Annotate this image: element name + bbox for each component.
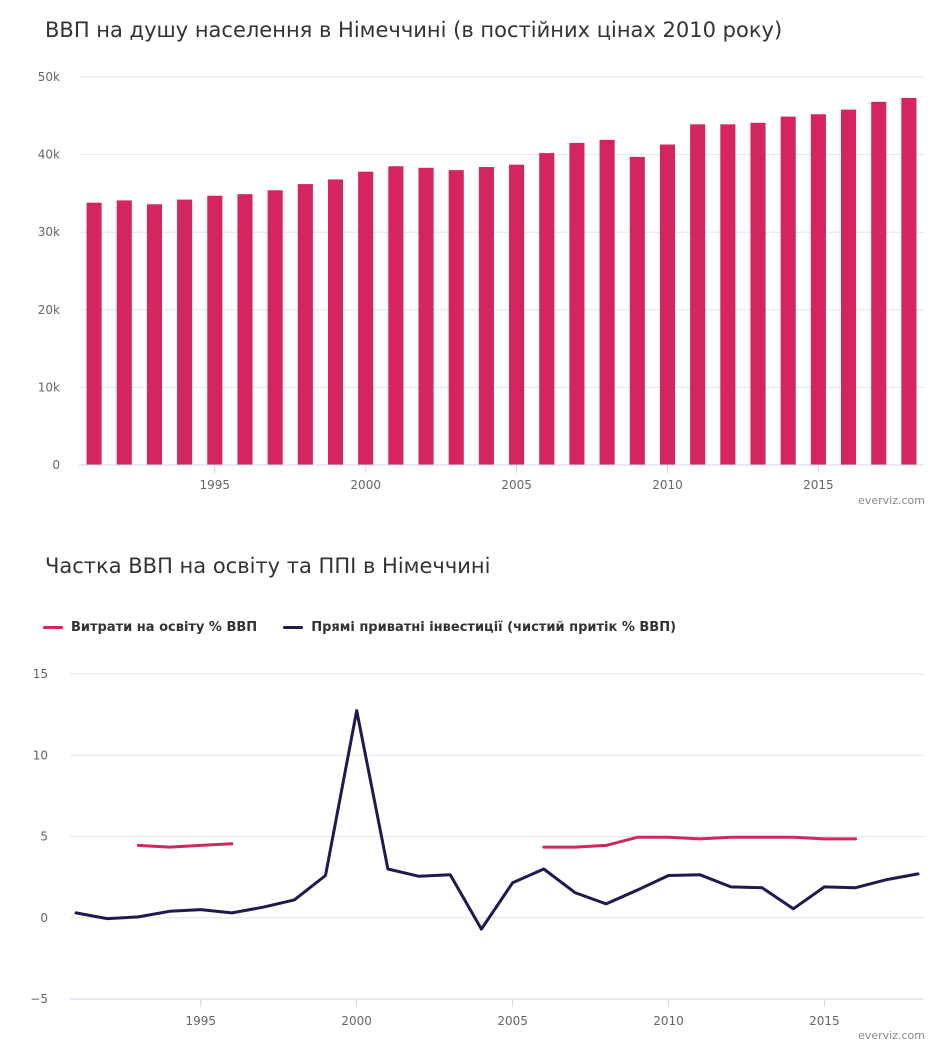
bar: [448, 170, 464, 465]
bar: [871, 101, 887, 465]
y-tick-label: 0: [52, 458, 60, 472]
y-tick-label: 10: [33, 748, 48, 762]
x-tick-label: 2015: [803, 478, 834, 492]
legend-item-fdi[interactable]: Прямі приватні інвестиції (чистий притік…: [283, 620, 676, 635]
y-tick-label: 20k: [38, 303, 60, 317]
y-tick-label: 50k: [38, 70, 60, 84]
bar: [237, 194, 253, 465]
bar: [267, 190, 283, 465]
chart-title: Частка ВВП на освіту та ППІ в Німеччині: [45, 554, 491, 578]
x-tick-label: 2000: [341, 1014, 372, 1028]
x-tick-label: 2005: [501, 478, 532, 492]
legend-swatch-education: [43, 626, 63, 629]
bar: [539, 153, 555, 465]
bar: [116, 200, 132, 465]
x-tick-label: 2010: [653, 1014, 684, 1028]
series-line-education: [542, 835, 858, 849]
bar: [297, 184, 313, 465]
gdp-per-capita-chart: ВВП на душу населення в Німеччині (в пос…: [0, 0, 949, 520]
bar: [659, 144, 676, 465]
credit-link[interactable]: everviz.com: [858, 1029, 925, 1042]
credit-link[interactable]: everviz.com: [858, 494, 925, 507]
bar: [418, 167, 434, 466]
y-tick-label: −5: [30, 992, 48, 1006]
y-tick-label: 30k: [38, 225, 60, 239]
x-tick-label: 1995: [200, 478, 231, 492]
bar: [599, 139, 615, 465]
bar: [207, 195, 223, 465]
x-tick-label: 2015: [809, 1014, 840, 1028]
legend: Витрати на освіту % ВВП Прямі приватні і…: [43, 620, 676, 635]
bar: [780, 116, 796, 466]
bar: [569, 142, 585, 465]
bar: [478, 167, 494, 466]
x-tick-label: 2000: [350, 478, 381, 492]
bar: [690, 124, 706, 465]
y-tick-label: 5: [40, 830, 48, 844]
bar: [86, 202, 102, 465]
legend-swatch-fdi: [283, 626, 304, 629]
bar: [841, 109, 857, 465]
y-tick-label: 15: [33, 667, 48, 681]
bar: [750, 122, 766, 465]
bar-chart-plot: 0 10k 20k 30k 40k 50k 1995 2000 2005 2010 2015: [38, 70, 924, 492]
bar: [810, 114, 826, 466]
bar: [327, 179, 344, 465]
legend-item-education[interactable]: Витрати на освіту % ВВП: [43, 620, 257, 635]
bar: [901, 97, 917, 466]
bar: [629, 156, 645, 466]
chart-title: ВВП на душу населення в Німеччині (в пос…: [45, 18, 783, 42]
legend-label: Прямі приватні інвестиції (чистий притік…: [311, 620, 677, 635]
bar: [177, 199, 193, 465]
y-tick-label: 40k: [38, 148, 60, 162]
bar: [720, 124, 736, 465]
x-tick-label: 2010: [652, 478, 683, 492]
bar: [509, 164, 525, 466]
series-line-education: [136, 842, 234, 849]
line-chart-plot: −5 0 5 10 15 1995 2000 2005 2010 2015: [30, 667, 924, 1028]
bar: [388, 166, 404, 466]
series-line-fdi: [74, 709, 920, 931]
education-fdi-chart: Частка ВВП на освіту та ППІ в Німеччині …: [0, 540, 949, 1059]
x-tick-label: 2005: [497, 1014, 528, 1028]
y-tick-label: 10k: [38, 380, 60, 394]
legend-label: Витрати на освіту % ВВП: [71, 620, 258, 635]
x-tick-label: 1995: [185, 1014, 216, 1028]
bar: [358, 171, 374, 465]
y-tick-label: 0: [40, 911, 48, 925]
bar: [146, 204, 162, 465]
